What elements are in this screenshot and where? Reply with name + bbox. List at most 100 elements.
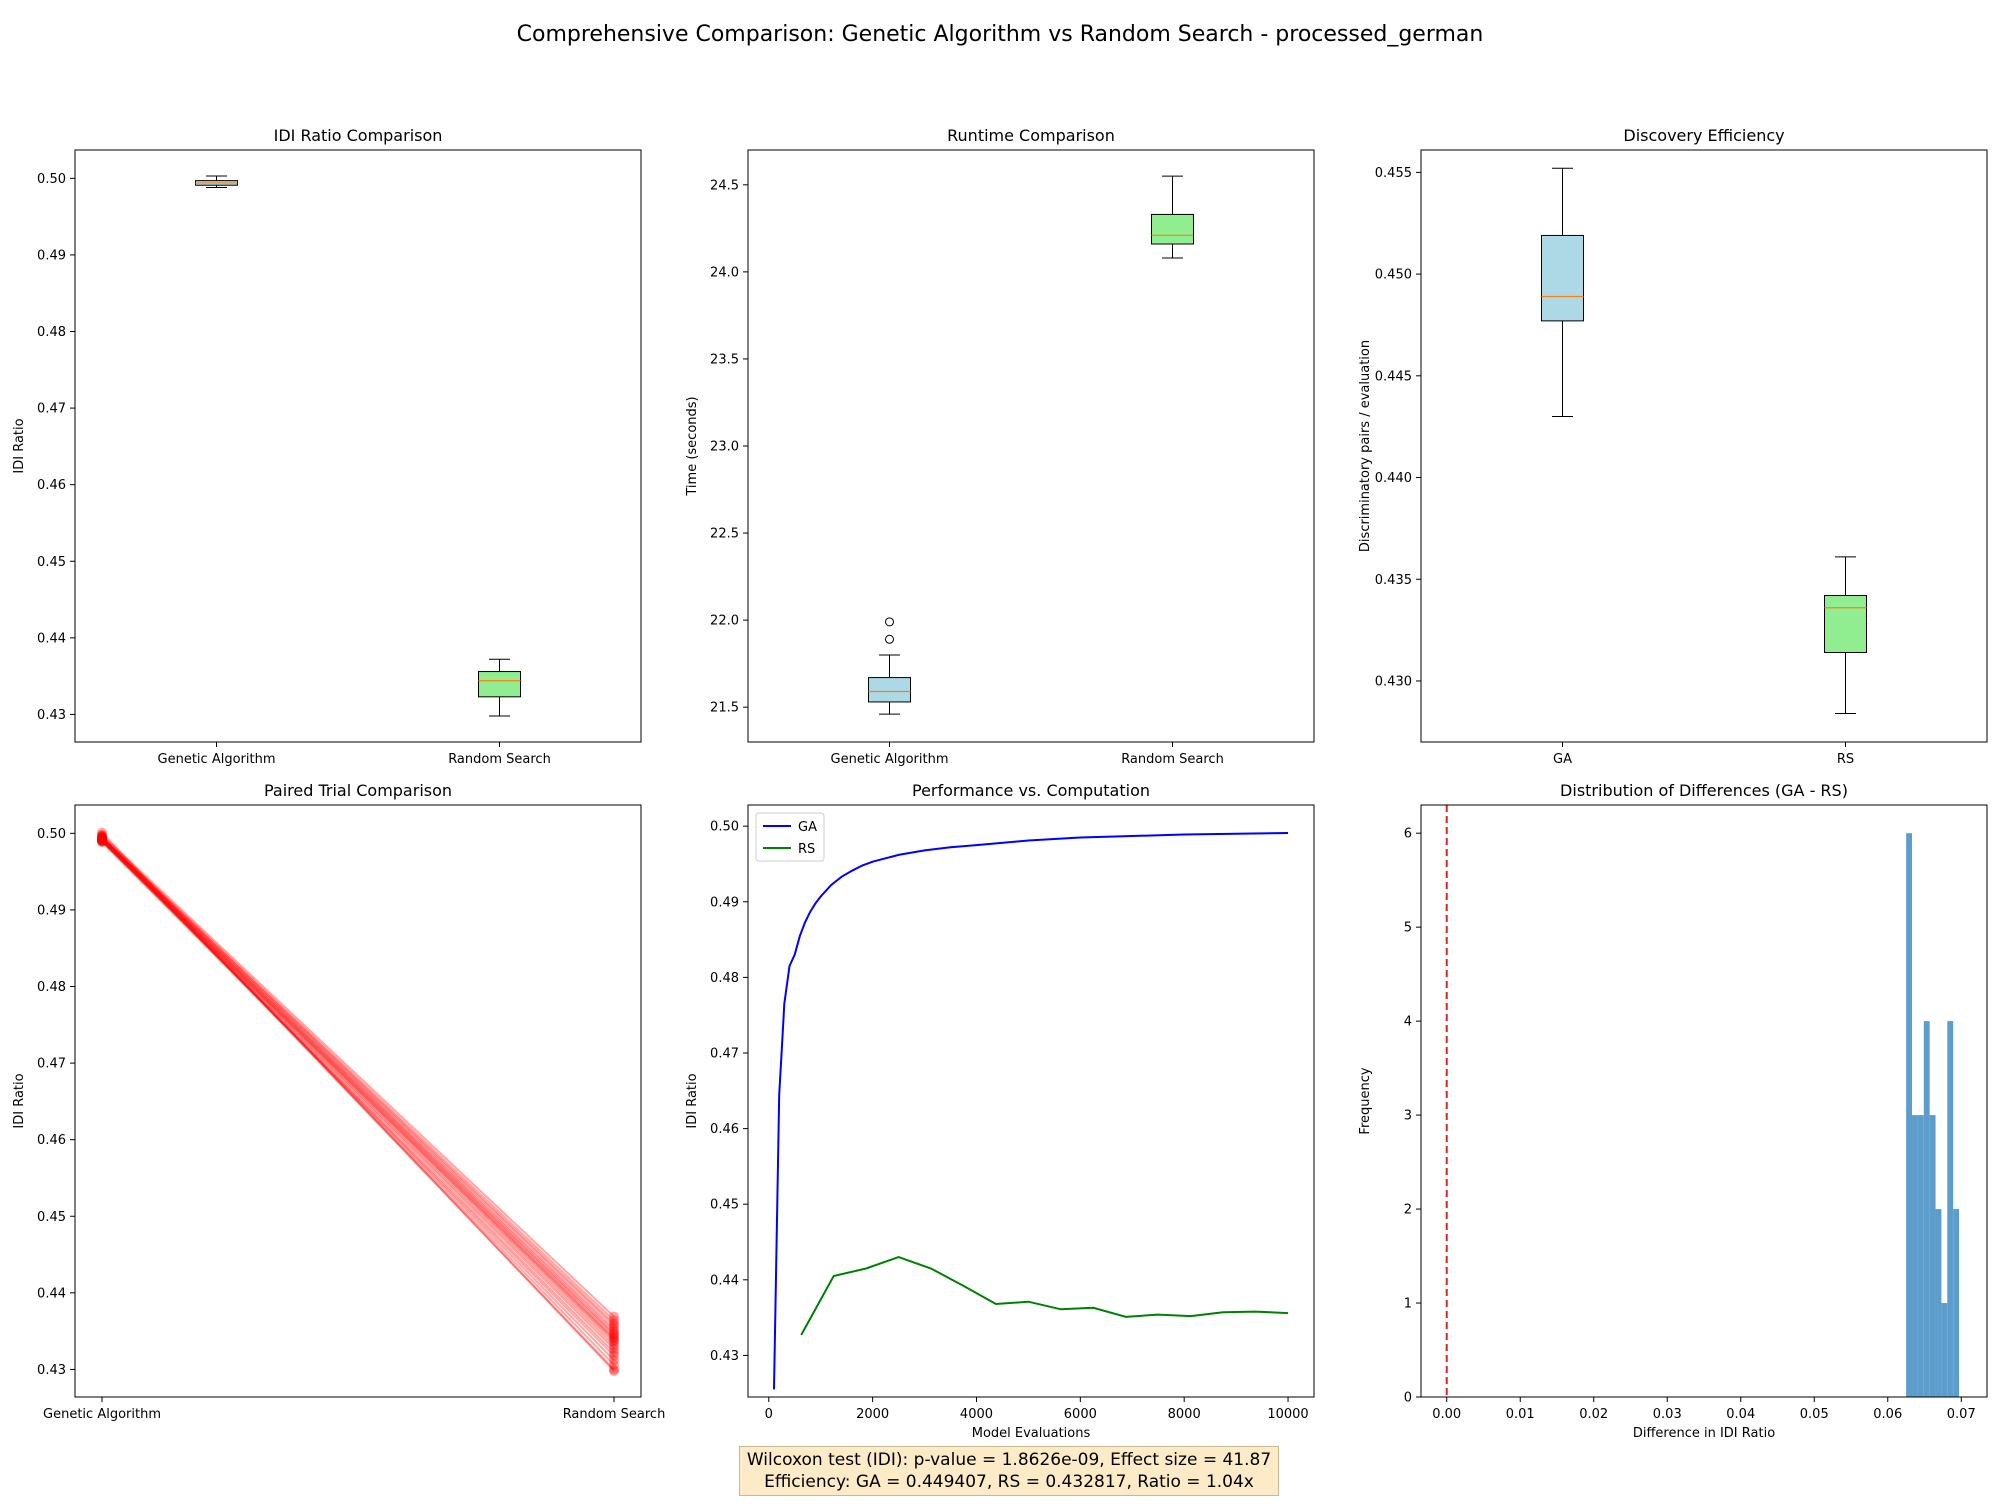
y-tick-label: 22.5 <box>710 527 739 542</box>
paired-line <box>101 838 615 1338</box>
axes-perf-vs-computation: Performance vs. Computation IDI Ratio Mode… <box>685 781 1315 1441</box>
x-tick-label: 0.05 <box>1800 1407 1829 1422</box>
hist-bar <box>1917 1115 1924 1397</box>
y-tick-label: 24.5 <box>710 178 739 193</box>
paired-point-ga <box>97 832 107 843</box>
box-body <box>1151 213 1194 245</box>
y-axis-label: Time (seconds) <box>685 396 700 496</box>
y-tick-label: 0.43 <box>37 1363 66 1378</box>
axes-idi-ratio: IDI Ratio Comparison IDI Ratio Genetic Alg… <box>12 126 642 767</box>
y-axis-label: IDI Ratio <box>685 1073 700 1128</box>
box-body <box>1541 234 1584 322</box>
y-tick-label: 0.43 <box>710 1349 739 1364</box>
x-axis-label: Model Evaluations <box>972 1426 1091 1441</box>
paired-point-ga <box>97 834 107 845</box>
axes-title: Distribution of Differences (GA - RS) <box>1560 781 1848 800</box>
paired-line <box>101 835 615 1322</box>
y-tick-label: 23.5 <box>710 352 739 367</box>
x-tick-label: 0.03 <box>1653 1407 1682 1422</box>
paired-point-ga <box>97 833 107 844</box>
y-tick-label: 0.45 <box>37 1210 66 1225</box>
x-tick-label: 0.02 <box>1579 1407 1608 1422</box>
y-tick-label: 3 <box>1404 1109 1412 1124</box>
paired-point-rs <box>609 1333 619 1344</box>
paired-line <box>101 834 615 1371</box>
x-tick-label: 4000 <box>960 1407 993 1422</box>
paired-line <box>101 831 615 1372</box>
paired-point-rs <box>609 1315 619 1326</box>
y-tick-label: 0.440 <box>1375 471 1412 486</box>
y-tick-label: 0.47 <box>37 1057 66 1072</box>
x-tick-label: 0 <box>765 1407 773 1422</box>
paired-line <box>101 838 615 1340</box>
box-rs <box>1824 556 1867 715</box>
y-tick-label: 0.445 <box>1375 369 1412 384</box>
box-body <box>1824 595 1867 653</box>
x-tick-label: 0.07 <box>1947 1407 1976 1422</box>
box-body <box>868 677 911 703</box>
x-tick-label: GA <box>1553 752 1572 767</box>
paired-line <box>101 841 615 1357</box>
paired-point-ga <box>97 833 107 844</box>
paired-point-ga <box>97 835 107 846</box>
box-body <box>478 671 521 698</box>
x-tick-label: 2000 <box>856 1407 889 1422</box>
axes-title: Discovery Efficiency <box>1623 126 1784 145</box>
hist-bar <box>1923 1021 1930 1397</box>
y-tick-label: 0.50 <box>710 820 739 835</box>
box-random-search <box>1151 175 1194 259</box>
paired-line <box>101 840 615 1350</box>
y-tick-label: 0.45 <box>710 1198 739 1213</box>
y-tick-label: 2 <box>1404 1203 1412 1218</box>
paired-point-ga <box>97 831 107 842</box>
y-tick-label: 23.0 <box>710 440 739 455</box>
legend: GA RS <box>755 812 825 862</box>
axes-efficiency: Discovery Efficiency Discriminatory pairs… <box>1358 126 1988 767</box>
y-tick-label: 22.0 <box>710 614 739 629</box>
paired-line <box>101 837 615 1332</box>
paired-point-rs <box>609 1364 619 1375</box>
y-tick-label: 6 <box>1404 827 1412 842</box>
axes-title: IDI Ratio Comparison <box>274 126 443 145</box>
legend-label-ga: GA <box>798 820 817 835</box>
x-tick-label: Random Search <box>563 1407 666 1422</box>
paired-point-rs <box>609 1320 619 1331</box>
y-axis-label: IDI Ratio <box>12 418 27 473</box>
y-tick-label: 0 <box>1404 1391 1412 1406</box>
figure-title: Comprehensive Comparison: Genetic Algori… <box>516 22 1484 47</box>
paired-point-ga <box>97 836 107 847</box>
hist-bar <box>1906 833 1913 1397</box>
y-tick-label: 0.49 <box>37 248 66 263</box>
hist-bar <box>1935 1209 1942 1397</box>
paired-line <box>101 837 615 1330</box>
y-axis-label: Frequency <box>1358 1067 1373 1134</box>
paired-point-rs <box>609 1318 619 1329</box>
y-tick-label: 0.44 <box>710 1273 739 1288</box>
paired-point-ga <box>97 835 107 846</box>
y-tick-label: 0.46 <box>37 478 66 493</box>
series-line-ga <box>773 832 1289 1390</box>
paired-point-rs <box>609 1355 619 1366</box>
x-tick-label: RS <box>1837 752 1854 767</box>
paired-line <box>101 837 615 1335</box>
y-tick-label: 4 <box>1404 1015 1412 1030</box>
paired-point-ga <box>97 836 107 847</box>
y-tick-label: 0.48 <box>710 971 739 986</box>
axes-paired: Paired Trial Comparison IDI Ratio Genetic … <box>12 781 665 1422</box>
axes-frame <box>1420 149 1988 743</box>
hist-bar <box>1947 1021 1954 1397</box>
y-axis-label: Discriminatory pairs / evaluation <box>1358 340 1373 552</box>
paired-point-rs <box>609 1365 619 1376</box>
y-tick-label: 0.47 <box>710 1046 739 1061</box>
paired-point-rs <box>609 1347 619 1358</box>
paired-point-rs <box>609 1343 619 1354</box>
paired-point-ga <box>97 829 107 840</box>
box-genetic-algorithm <box>195 175 238 189</box>
paired-line <box>101 837 615 1336</box>
paired-line <box>101 836 615 1325</box>
paired-point-ga <box>97 835 107 846</box>
axes-runtime: Runtime Comparison Time (seconds) Genetic … <box>685 126 1315 767</box>
y-tick-label: 24.0 <box>710 265 739 280</box>
x-tick-label: 0.01 <box>1506 1407 1535 1422</box>
axes-title: Runtime Comparison <box>947 126 1115 145</box>
